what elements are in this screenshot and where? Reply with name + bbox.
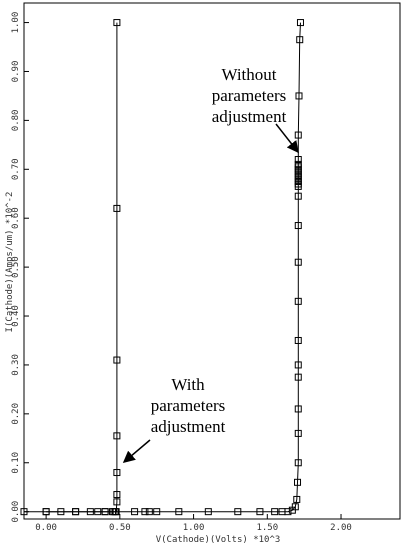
y-tick-label: 0.90 [11, 61, 21, 83]
series-1-line [24, 22, 118, 513]
data-point-marker [294, 405, 302, 413]
axis-ticks: 0.00 0.50 1.00 1.50 2.00 0.00 0.10 0.20 0.30 0.40… [11, 12, 352, 533]
data-point-marker [141, 508, 149, 516]
series-2-line [46, 22, 301, 513]
annotation-text-line: parameters [151, 396, 226, 415]
x-tick-label: 2.00 [330, 523, 352, 533]
data-point-marker [101, 508, 109, 516]
data-point-marker [113, 432, 121, 440]
data-point-marker [296, 19, 304, 27]
annotation-text-line: With [171, 375, 205, 394]
data-point-marker [294, 429, 302, 437]
y-tick-label: 0.40 [11, 305, 21, 327]
data-point-marker [113, 469, 121, 477]
data-point-marker [291, 503, 299, 511]
x-tick-label: 1.50 [256, 523, 278, 533]
data-point-marker [294, 160, 302, 168]
annotation-arrow [275, 123, 299, 154]
data-point-marker [72, 508, 80, 516]
data-point-marker [284, 508, 292, 516]
data-point-marker [256, 508, 264, 516]
data-point-marker [153, 508, 161, 516]
x-tick-label: 1.00 [183, 523, 205, 533]
data-point-marker [294, 478, 302, 486]
data-point-marker [294, 192, 302, 200]
y-axis-label: I(Cathode)(Amps/um) *10^-2 [5, 192, 15, 333]
data-point-marker [294, 297, 302, 305]
data-point-marker [113, 19, 121, 27]
data-point-marker [204, 508, 212, 516]
plot-frame [23, 2, 401, 520]
x-axis-label: V(Cathode)(Volts) *10^3 [156, 535, 281, 545]
y-tick-label: 0.20 [11, 403, 21, 425]
data-point-marker [20, 508, 28, 516]
data-point-marker [234, 508, 242, 516]
y-tick-label: 0.30 [11, 354, 21, 376]
data-point-marker [294, 258, 302, 266]
data-point-marker [293, 495, 301, 503]
annotation-text-line: adjustment [151, 417, 226, 436]
data-point-marker [294, 156, 302, 164]
data-point-marker [113, 498, 121, 506]
data-point-marker [113, 204, 121, 212]
y-tick-label: 1.00 [11, 12, 21, 34]
annotation-text-line: parameters [212, 86, 287, 105]
data-point-marker [294, 336, 302, 344]
y-tick-label: 0.10 [11, 452, 21, 474]
y-tick-label: 0.60 [11, 207, 21, 229]
y-tick-label: 0.00 [11, 501, 21, 523]
y-tick-label: 0.50 [11, 256, 21, 278]
annotation-arrow [122, 439, 151, 463]
plot-border [23, 2, 401, 520]
x-tick-label: 0.00 [35, 523, 57, 533]
data-point-marker [175, 508, 183, 516]
data-point-marker [296, 36, 304, 44]
data-point-marker [294, 131, 302, 139]
data-series [20, 19, 304, 516]
data-point-marker [271, 508, 279, 516]
data-point-marker [113, 491, 121, 499]
x-tick-label: 0.50 [109, 523, 131, 533]
data-point-marker [294, 361, 302, 369]
data-point-marker [294, 459, 302, 467]
y-tick-label: 0.70 [11, 158, 21, 180]
annotation-text-line: Without [221, 65, 276, 84]
data-point-marker [295, 92, 303, 100]
data-point-marker [294, 373, 302, 381]
data-point-marker [42, 508, 50, 516]
annotations: Without parameters adjustment With parameter… [122, 65, 299, 463]
data-point-marker [131, 508, 139, 516]
annotation-text-line: adjustment [212, 107, 287, 126]
data-point-marker [145, 508, 153, 516]
data-point-marker [294, 222, 302, 230]
y-tick-label: 0.80 [11, 110, 21, 132]
data-point-marker [113, 356, 121, 364]
